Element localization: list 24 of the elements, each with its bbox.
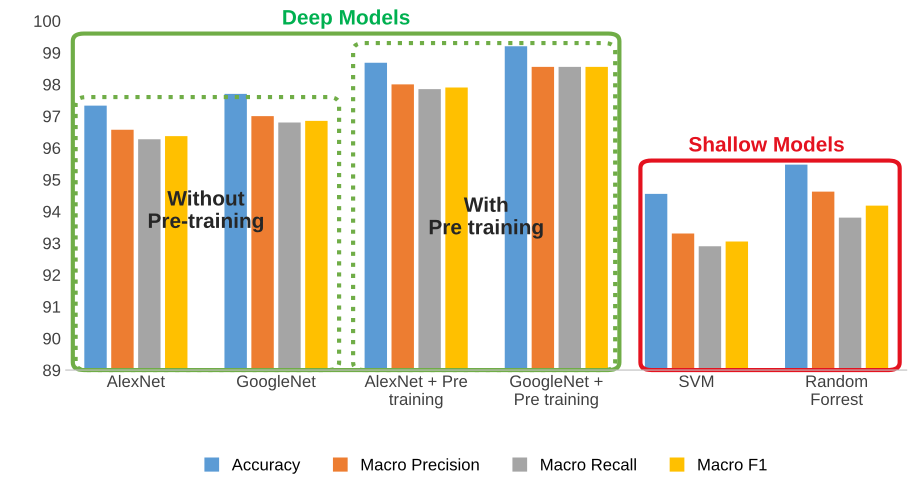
x-tick-label: Random Forrest: [806, 374, 868, 406]
y-tick-label: 91: [43, 300, 60, 313]
y-tick-label: 92: [43, 269, 60, 282]
y-tick-label: 89: [43, 364, 60, 376]
legend-label: Macro Recall: [541, 458, 636, 470]
x-tick-label: AlexNet: [106, 374, 165, 388]
y-tick-label: 93: [43, 237, 60, 250]
y-tick-label: 97: [43, 110, 60, 122]
y-tick-label: 94: [43, 206, 60, 218]
x-tick-label: SVM: [679, 375, 714, 388]
x-tick-label: GoogleNet + Pre training: [510, 374, 603, 408]
legend-label: Accuracy: [232, 458, 300, 474]
y-tick-label: 98: [43, 78, 60, 91]
annotation: Deep Models: [283, 9, 410, 29]
annotation: Shallow Models: [689, 136, 844, 152]
y-tick-label: 100: [34, 15, 60, 28]
legend-label: Macro F1: [698, 458, 767, 470]
x-tick-label: AlexNet + Pre training: [364, 374, 468, 408]
x-tick-label: GoogleNet: [237, 374, 316, 390]
y-tick-label: 96: [43, 142, 60, 154]
y-tick-label: 90: [43, 332, 60, 345]
legend-label: Macro Precision: [362, 458, 479, 470]
y-tick-label: 95: [43, 174, 60, 186]
y-tick-label: 99: [43, 47, 60, 59]
